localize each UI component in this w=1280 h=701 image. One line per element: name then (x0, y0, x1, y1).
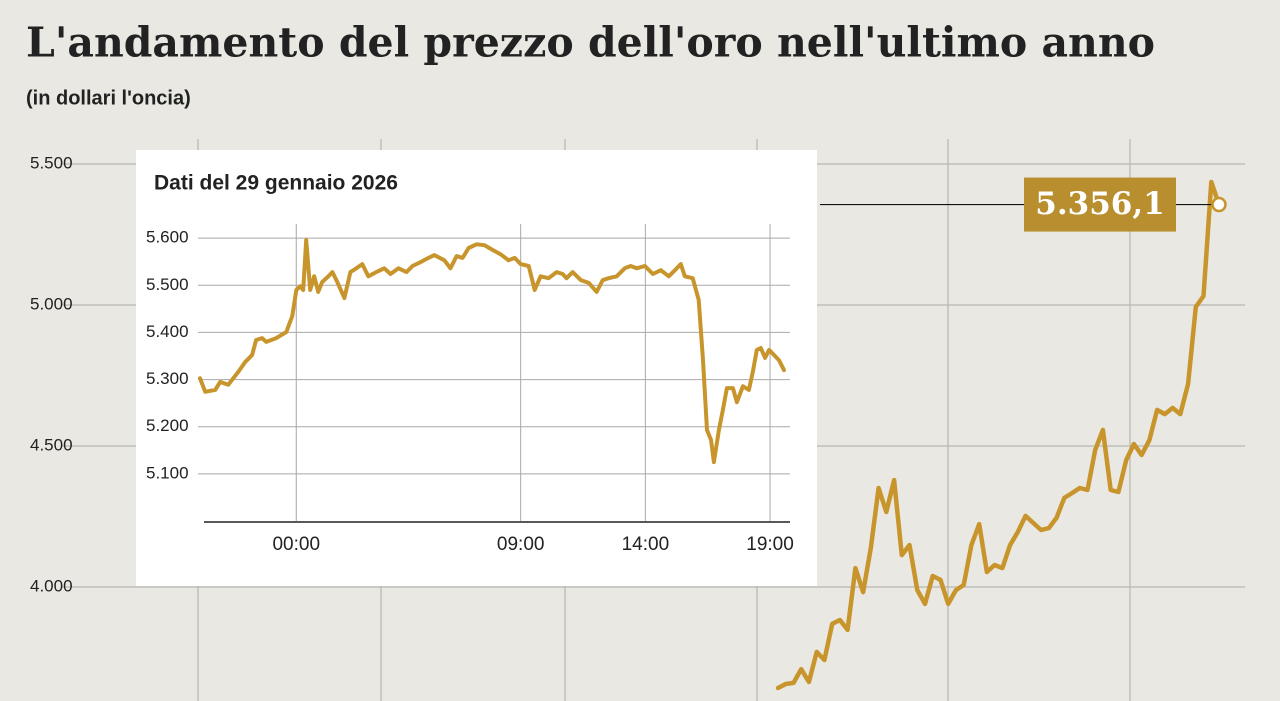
y-tick-label: 4.500 (30, 435, 73, 454)
y-tick-label: 5.100 (146, 463, 189, 482)
annotation-box (1024, 177, 1176, 232)
y-tick-label: 5.400 (146, 322, 189, 341)
annotation: 5.356,1 (820, 177, 1227, 232)
inset-chart: Dati del 29 gennaio 2026 5.100 5.200 5.300… (136, 150, 817, 586)
y-tick-label: 5.200 (146, 416, 189, 435)
price-line (775, 179, 1222, 691)
inset-title: Dati del 29 gennaio 2026 (154, 172, 398, 195)
chart-title: L'andamento del prezzo dell'oro nell'ult… (26, 19, 1155, 67)
inset-background (136, 150, 817, 586)
x-tick-label: 19:00 (746, 534, 794, 555)
y-tick-label: 5.500 (30, 153, 73, 172)
y-tick-label: 4.000 (30, 576, 73, 595)
y-tick-label: 5.300 (146, 369, 189, 388)
x-tick-label: 00:00 (272, 534, 320, 555)
chart-subtitle: (in dollari l'oncia) (26, 87, 191, 109)
y-tick-label: 5.000 (30, 294, 73, 313)
price-line (198, 238, 786, 465)
main-plot: 4.000 4.500 5.000 5.500 (30, 153, 1245, 691)
x-tick-label: 09:00 (497, 534, 545, 555)
y-tick-label: 5.500 (146, 275, 189, 294)
x-tick-label: 14:00 (622, 534, 670, 555)
y-tick-label: 5.600 (146, 228, 189, 247)
last-point (1211, 196, 1227, 213)
annotation-label: 5.356,1 (1035, 186, 1164, 222)
